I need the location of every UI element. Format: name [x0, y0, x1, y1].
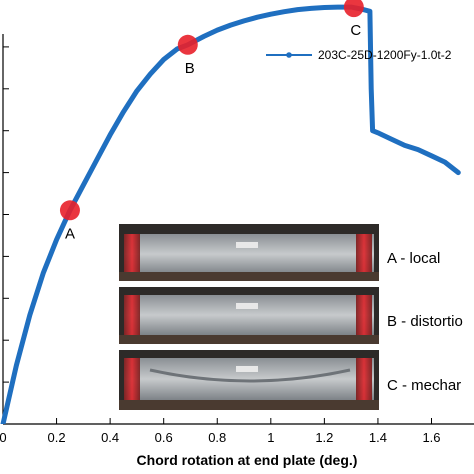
inset-photo-a — [119, 224, 379, 281]
marker-b — [177, 34, 198, 55]
marker-c — [343, 0, 364, 18]
marker-label-b: B — [185, 60, 195, 77]
marker-label-c: C — [350, 22, 361, 39]
legend-marker — [286, 52, 292, 58]
x-tick-label-5: 1 — [267, 430, 274, 445]
x-tick-label-2: 0.4 — [101, 430, 119, 445]
inset-label-c: C - mechar — [387, 377, 461, 394]
legend-label: 203C-25D-1200Fy-1.0t-2 — [318, 48, 452, 62]
x-tick-label-6: 1.2 — [315, 430, 333, 445]
x-tick-label-4: 0.8 — [208, 430, 226, 445]
x-tick-label-8: 1.6 — [422, 430, 440, 445]
inset-photo-b — [119, 287, 379, 344]
x-tick-label-3: 0.6 — [155, 430, 173, 445]
series-line-0 — [0, 4, 461, 424]
inset-label-b: B - distortio — [387, 313, 463, 330]
legend: 203C-25D-1200Fy-1.0t-2 — [266, 48, 452, 62]
inset-photo-c — [119, 350, 379, 410]
x-axis-title: Chord rotation at end plate (deg.) — [137, 452, 358, 468]
marker-label-a: A — [65, 225, 75, 242]
inset-label-a: A - local — [387, 250, 440, 267]
x-tick-label-0: 0 — [0, 430, 7, 445]
x-tick-label-1: 0.2 — [48, 430, 66, 445]
inset-photos — [119, 224, 379, 410]
marker-a — [59, 200, 80, 221]
x-tick-label-7: 1.4 — [369, 430, 387, 445]
